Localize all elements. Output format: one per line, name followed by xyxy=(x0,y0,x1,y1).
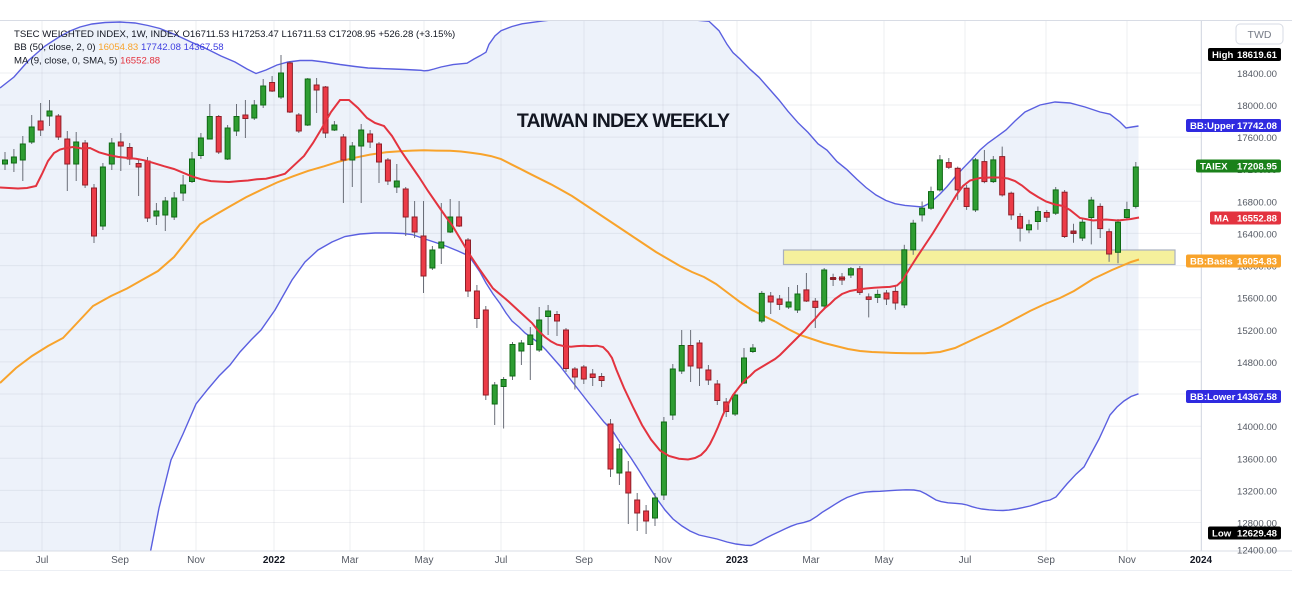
svg-text:16552.88: 16552.88 xyxy=(1237,214,1278,225)
svg-text:Low: Low xyxy=(1212,529,1232,540)
svg-text:18400.00: 18400.00 xyxy=(1237,69,1277,80)
svg-text:16054.83: 16054.83 xyxy=(1237,257,1277,268)
svg-text:2024: 2024 xyxy=(1190,555,1213,566)
svg-text:15600.00: 15600.00 xyxy=(1237,294,1277,305)
svg-text:18619.61: 18619.61 xyxy=(1237,50,1278,61)
svg-text:Nov: Nov xyxy=(654,555,672,566)
svg-text:High: High xyxy=(1212,50,1233,61)
svg-text:BB (50, close, 2, 0) 16054.83: BB (50, close, 2, 0) 16054.83 17742.08 1… xyxy=(14,42,224,53)
svg-text:Sep: Sep xyxy=(575,555,593,566)
svg-text:Nov: Nov xyxy=(1118,555,1136,566)
svg-text:14367.58: 14367.58 xyxy=(1237,392,1278,403)
svg-text:Jul: Jul xyxy=(495,555,508,566)
svg-text:TAIWAN INDEX WEEKLY: TAIWAN INDEX WEEKLY xyxy=(517,110,730,132)
svg-text:12800.00: 12800.00 xyxy=(1237,519,1277,530)
svg-text:12400.00: 12400.00 xyxy=(1237,546,1277,557)
svg-text:May: May xyxy=(415,555,434,566)
svg-text:TWD: TWD xyxy=(1248,29,1272,41)
svg-text:14000.00: 14000.00 xyxy=(1237,422,1277,433)
svg-text:BB:Lower: BB:Lower xyxy=(1190,392,1236,403)
svg-text:TAIEX: TAIEX xyxy=(1200,162,1228,173)
svg-text:2023: 2023 xyxy=(726,555,749,566)
svg-text:May: May xyxy=(875,555,894,566)
svg-text:18000.00: 18000.00 xyxy=(1237,101,1277,112)
svg-text:14800.00: 14800.00 xyxy=(1237,358,1277,369)
svg-text:Sep: Sep xyxy=(1037,555,1055,566)
svg-text:15200.00: 15200.00 xyxy=(1237,326,1277,337)
svg-text:17742.08: 17742.08 xyxy=(1237,121,1278,132)
svg-text:17600.00: 17600.00 xyxy=(1237,133,1277,144)
svg-text:Mar: Mar xyxy=(341,555,359,566)
svg-text:Nov: Nov xyxy=(187,555,205,566)
svg-text:17208.95: 17208.95 xyxy=(1237,162,1278,173)
svg-text:Sep: Sep xyxy=(111,555,129,566)
svg-text:BB:Basis: BB:Basis xyxy=(1190,257,1233,268)
svg-text:12629.48: 12629.48 xyxy=(1237,529,1278,540)
svg-text:13200.00: 13200.00 xyxy=(1237,486,1277,497)
svg-text:Jul: Jul xyxy=(959,555,972,566)
svg-text:2022: 2022 xyxy=(263,555,286,566)
svg-text:13600.00: 13600.00 xyxy=(1237,454,1277,465)
svg-text:BB:Upper: BB:Upper xyxy=(1190,121,1235,132)
svg-text:MA (9, close, 0, SMA, 5) 1655: MA (9, close, 0, SMA, 5) 16552.88 xyxy=(14,56,160,67)
svg-text:16400.00: 16400.00 xyxy=(1237,229,1277,240)
svg-text:Jul: Jul xyxy=(36,555,49,566)
svg-text:Mar: Mar xyxy=(802,555,820,566)
svg-text:16800.00: 16800.00 xyxy=(1237,197,1277,208)
svg-text:TSEC WEIGHTED INDEX, 1W, INDEX: TSEC WEIGHTED INDEX, 1W, INDEX O16711.53… xyxy=(14,29,455,40)
svg-text:MA: MA xyxy=(1214,214,1229,225)
